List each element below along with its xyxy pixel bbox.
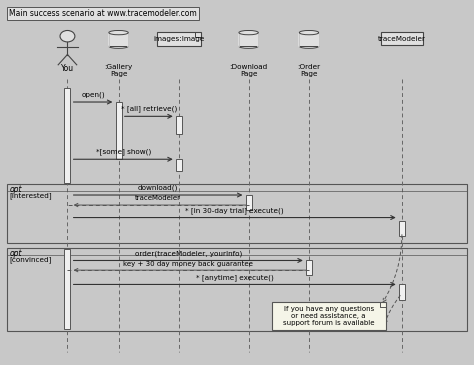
Ellipse shape xyxy=(109,30,128,35)
Bar xyxy=(176,159,182,171)
Circle shape xyxy=(60,30,75,42)
Text: * [all] retrieve(): * [all] retrieve() xyxy=(120,105,177,112)
Bar xyxy=(381,32,423,45)
Text: order(traceModeler, yourInfo): order(traceModeler, yourInfo) xyxy=(135,250,242,257)
Text: Main success scenario at www.tracemodeler.com: Main success scenario at www.tracemodele… xyxy=(9,9,197,18)
Bar xyxy=(306,261,312,275)
Bar xyxy=(399,284,405,300)
Bar xyxy=(239,32,258,46)
Ellipse shape xyxy=(299,30,319,35)
Text: * [anytime] execute(): * [anytime] execute() xyxy=(196,274,273,281)
Ellipse shape xyxy=(239,44,258,49)
Text: images:Image: images:Image xyxy=(153,36,205,42)
Text: key + 30 day money back guarantee: key + 30 day money back guarantee xyxy=(123,261,253,266)
Ellipse shape xyxy=(299,44,319,49)
Bar xyxy=(7,184,467,243)
Text: download(): download() xyxy=(138,185,178,191)
Bar xyxy=(246,195,252,210)
Text: opt: opt xyxy=(9,249,22,258)
Bar xyxy=(7,248,467,331)
Ellipse shape xyxy=(239,30,258,35)
Bar xyxy=(64,88,71,182)
Bar xyxy=(109,32,128,46)
Text: :Order
Page: :Order Page xyxy=(298,65,320,77)
Ellipse shape xyxy=(109,44,128,49)
Text: :Download
Page: :Download Page xyxy=(229,65,268,77)
Text: traceModeler: traceModeler xyxy=(378,36,426,42)
Text: opt: opt xyxy=(9,185,22,194)
Bar xyxy=(299,32,319,46)
Text: If you have any questions
or need assistance, a
support forum is available: If you have any questions or need assist… xyxy=(283,306,374,326)
Text: :Gallery
Page: :Gallery Page xyxy=(104,65,133,77)
Text: * [in 30-day trial] execute(): * [in 30-day trial] execute() xyxy=(185,207,284,214)
Text: traceModeler: traceModeler xyxy=(135,196,181,201)
Bar xyxy=(176,116,182,134)
Text: *[some] show(): *[some] show() xyxy=(96,149,151,155)
Bar xyxy=(116,102,121,159)
Bar xyxy=(157,32,201,46)
Bar xyxy=(272,302,386,330)
Text: [interested]: [interested] xyxy=(9,192,52,199)
Text: You: You xyxy=(61,65,74,73)
Text: open(): open() xyxy=(81,92,105,98)
Bar xyxy=(399,221,405,236)
Bar xyxy=(64,249,71,329)
Text: [convinced]: [convinced] xyxy=(9,256,52,262)
